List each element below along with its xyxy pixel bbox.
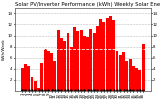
Bar: [89, 29, 92, 91]
Bar: [27, 66, 30, 91]
Bar: [44, 49, 47, 91]
Bar: [37, 88, 40, 91]
Bar: [132, 66, 135, 91]
Bar: [99, 19, 102, 91]
Bar: [93, 33, 96, 91]
Bar: [116, 51, 119, 91]
Bar: [138, 70, 141, 91]
Bar: [70, 47, 73, 91]
Bar: [86, 37, 89, 91]
Text: Solar PV/Inverter Performance (kWh) Weekly Solar Energy Production: Solar PV/Inverter Performance (kWh) Week…: [15, 2, 160, 7]
Bar: [142, 44, 145, 91]
Bar: [40, 63, 43, 91]
Bar: [57, 30, 60, 91]
Bar: [102, 22, 105, 91]
Bar: [21, 68, 24, 91]
Bar: [83, 36, 86, 91]
Bar: [47, 51, 50, 91]
Bar: [34, 81, 37, 91]
Bar: [80, 30, 83, 91]
Bar: [135, 68, 138, 91]
Bar: [109, 16, 112, 91]
Bar: [122, 52, 125, 91]
Y-axis label: kWh/Week: kWh/Week: [2, 39, 6, 60]
Bar: [50, 53, 53, 91]
Bar: [106, 18, 109, 91]
Bar: [31, 77, 33, 91]
Bar: [24, 64, 27, 91]
Bar: [112, 20, 115, 91]
Bar: [53, 60, 56, 91]
Bar: [125, 60, 128, 91]
Bar: [119, 55, 122, 91]
Bar: [67, 33, 69, 91]
Bar: [96, 26, 99, 91]
Bar: [76, 31, 79, 91]
Bar: [73, 27, 76, 91]
Bar: [60, 38, 63, 91]
Bar: [63, 41, 66, 91]
Bar: [129, 59, 132, 91]
